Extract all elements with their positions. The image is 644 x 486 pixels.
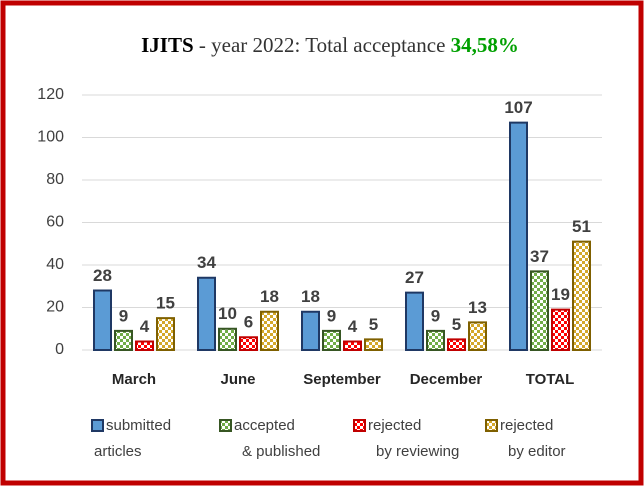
legend-line: rejected bbox=[500, 417, 553, 434]
legend-line: by reviewing bbox=[376, 443, 459, 460]
bar bbox=[426, 329, 445, 351]
data-label: 9 bbox=[327, 306, 336, 325]
legend-line: articles bbox=[94, 443, 142, 460]
data-label: 9 bbox=[431, 306, 440, 325]
x-tick-label: December bbox=[410, 371, 483, 388]
bar bbox=[530, 270, 549, 351]
x-tick-label: September bbox=[303, 371, 381, 388]
data-label: 28 bbox=[93, 266, 112, 285]
data-label: 5 bbox=[452, 315, 461, 334]
data-label: 15 bbox=[156, 294, 175, 313]
title-part: - year 2022: Total acceptance bbox=[199, 33, 446, 57]
legend-line: by editor bbox=[508, 443, 566, 460]
bar bbox=[156, 317, 175, 351]
legend-line: rejected bbox=[368, 417, 421, 434]
data-label: 4 bbox=[140, 317, 150, 336]
y-tick-label: 80 bbox=[46, 171, 64, 188]
title-part: 34,58% bbox=[451, 33, 519, 57]
bar bbox=[364, 338, 383, 351]
bar bbox=[93, 289, 112, 351]
bar bbox=[197, 276, 216, 351]
y-tick-label: 40 bbox=[46, 256, 64, 273]
x-tick-label: March bbox=[112, 371, 156, 388]
chart-title: IJITS - year 2022: Total acceptance 34,5… bbox=[141, 33, 519, 57]
legend-label: rejected by editor bbox=[500, 417, 566, 460]
legend-line: submitted bbox=[106, 417, 171, 434]
y-tick-label: 100 bbox=[37, 129, 64, 146]
bar bbox=[343, 340, 362, 351]
x-tick-label: June bbox=[220, 371, 255, 388]
y-tick-label: 0 bbox=[55, 341, 64, 358]
bar bbox=[239, 336, 258, 351]
data-label: 27 bbox=[405, 268, 424, 287]
y-tick-label: 20 bbox=[46, 299, 64, 316]
legend-swatch bbox=[219, 419, 232, 432]
x-tick-label: TOTAL bbox=[526, 371, 575, 388]
y-tick-label: 120 bbox=[37, 86, 64, 103]
legend-label: accepted & published bbox=[234, 417, 320, 460]
bar bbox=[447, 338, 466, 351]
data-label: 5 bbox=[369, 315, 378, 334]
data-label: 34 bbox=[197, 253, 216, 272]
legend-swatch bbox=[91, 419, 104, 432]
y-tick-label: 60 bbox=[46, 214, 64, 231]
data-label: 9 bbox=[119, 306, 128, 325]
data-label: 51 bbox=[572, 217, 591, 236]
bar bbox=[509, 121, 528, 351]
data-label: 18 bbox=[301, 287, 320, 306]
data-label: 10 bbox=[218, 304, 237, 323]
bar bbox=[301, 310, 320, 351]
legend-swatch bbox=[353, 419, 366, 432]
data-label: 13 bbox=[468, 298, 487, 317]
bar bbox=[405, 291, 424, 351]
data-label: 37 bbox=[530, 247, 549, 266]
data-label: 19 bbox=[551, 285, 570, 304]
bar bbox=[260, 310, 279, 351]
bar bbox=[135, 340, 154, 351]
data-label: 6 bbox=[244, 313, 253, 332]
bar bbox=[322, 329, 341, 351]
data-label: 18 bbox=[260, 287, 279, 306]
bar bbox=[572, 240, 591, 351]
bar bbox=[551, 308, 570, 351]
legend-label: submitted articles bbox=[94, 417, 171, 460]
legend-line: accepted bbox=[234, 417, 295, 434]
legend-line: & published bbox=[242, 443, 320, 460]
data-label: 107 bbox=[504, 98, 532, 117]
title-part: IJITS bbox=[141, 33, 194, 57]
bar bbox=[114, 329, 133, 351]
legend-label: rejected by reviewing bbox=[368, 417, 459, 460]
data-label: 4 bbox=[348, 317, 358, 336]
legend-swatch bbox=[485, 419, 498, 432]
bar bbox=[218, 327, 237, 351]
bar bbox=[468, 321, 487, 351]
